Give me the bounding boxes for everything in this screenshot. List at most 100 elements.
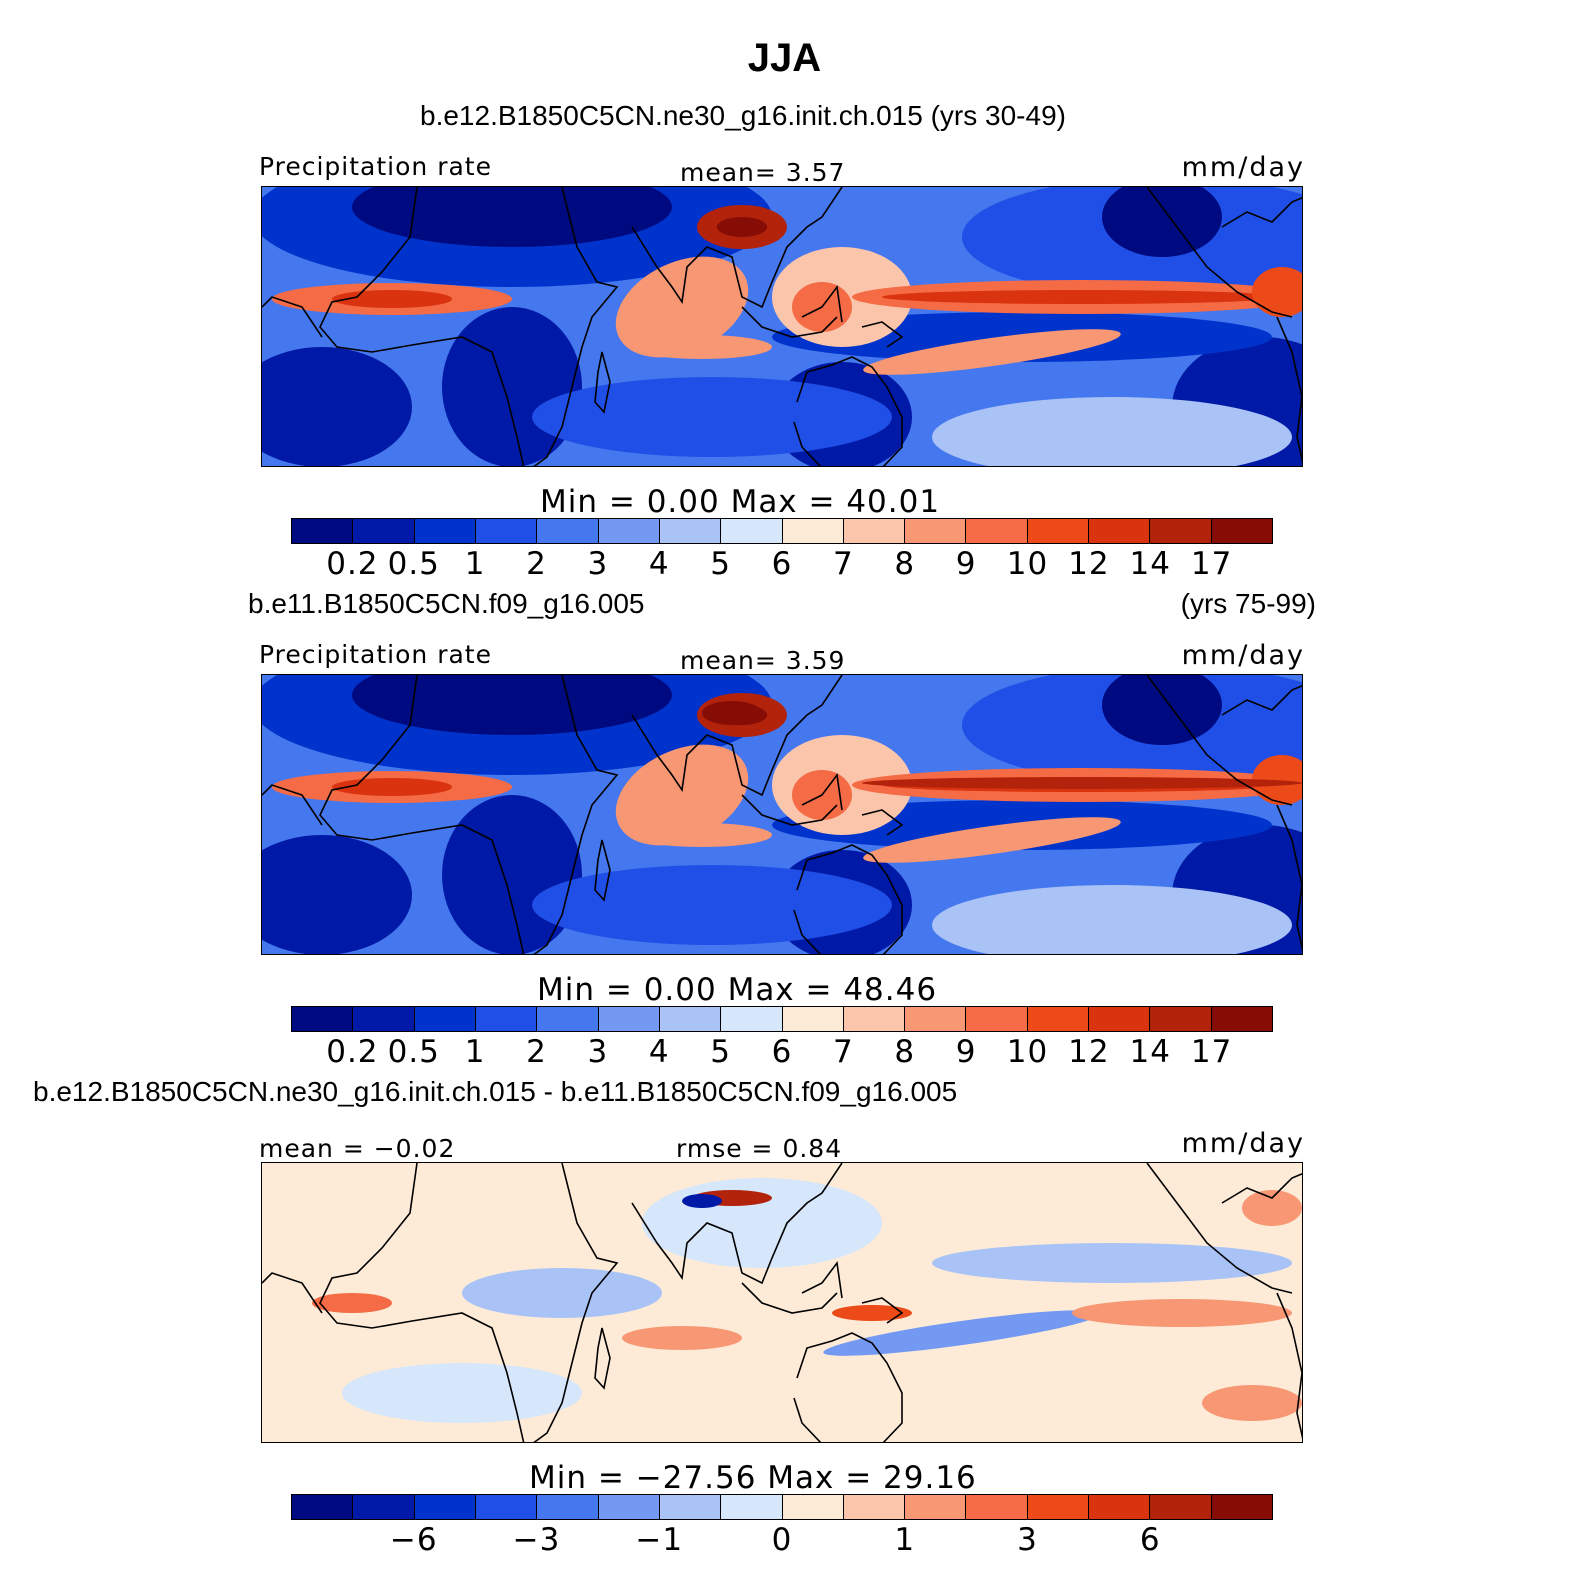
dry-east-pacific (1102, 187, 1222, 257)
panel-2-map (261, 674, 1303, 955)
coastline-africa-east (533, 187, 619, 466)
colorbar-tick-label: 9 (955, 546, 977, 582)
itcz-east-pacific (1252, 755, 1302, 805)
coastline-newguinea (861, 809, 904, 836)
dry-east-pacific (1102, 675, 1222, 745)
colorbar-tick-label: 1 (464, 1034, 486, 1070)
colorbar-swatch (353, 1495, 415, 1519)
colorbar-swatch (782, 519, 844, 543)
coastline-indonesia (741, 306, 838, 338)
coastline-asia (631, 187, 843, 309)
panel-2-mean-label: mean= 3.59 (680, 646, 846, 675)
colorbar-swatch (782, 1495, 844, 1519)
colorbar-swatch (1089, 1495, 1151, 1519)
diff-atlantic-pos (312, 1293, 392, 1313)
coastline-africa-east (533, 675, 619, 954)
panel-1-colorbar (291, 518, 1273, 544)
colorbar-swatch (414, 519, 476, 543)
colorbar-swatch (721, 519, 783, 543)
panel-2-units: mm/day (1181, 640, 1305, 671)
moist-south-indian (532, 377, 892, 457)
colorbar-tick-label: 0.5 (387, 1034, 440, 1070)
coastline-australia (793, 844, 903, 954)
colorbar-swatch (537, 1007, 599, 1031)
colorbar-tick-label: 4 (648, 546, 670, 582)
colorbar-tick-label: 5 (710, 1034, 731, 1070)
coastline-asia (631, 675, 843, 797)
colorbar-tick-label: 7 (833, 546, 854, 582)
panel-3-colorbar (291, 1494, 1273, 1520)
panel-2-case-title: b.e11.B1850C5CN.f09_g16.005 (248, 588, 645, 619)
colorbar-tick-label: 6 (771, 546, 793, 582)
colorbar-swatch (843, 1495, 906, 1519)
panel-1-variable-label: Precipitation rate (259, 152, 492, 181)
colorbar-swatch (1089, 519, 1151, 543)
colorbar-swatch (414, 1495, 476, 1519)
colorbar-swatch (414, 1007, 476, 1031)
panel-3-rmse-label: rmse = 0.84 (676, 1134, 843, 1163)
itcz-atlantic-core (332, 290, 452, 308)
colorbar-swatch (1150, 1495, 1212, 1519)
colorbar-tick-label: 10 (1006, 546, 1049, 582)
colorbar-swatch (721, 1007, 783, 1031)
coastline-indonesia (741, 794, 838, 826)
colorbar-tick-label: 5 (710, 546, 731, 582)
coastline-americas (1146, 1163, 1293, 1294)
coastline-asia (631, 1163, 843, 1285)
itcz-pacific-core (882, 290, 1282, 304)
panel-2-variable-label: Precipitation rate (259, 640, 492, 669)
coastline-australia (793, 356, 903, 466)
colorbar-swatch (905, 519, 967, 543)
colorbar-tick-label: 6 (1139, 1522, 1161, 1558)
dry-sahara (352, 675, 672, 735)
colorbar-swatch (292, 1007, 354, 1031)
panel-1-map (261, 186, 1303, 467)
colorbar-tick-label: 3 (587, 1034, 609, 1070)
colorbar-tick-label: 0.2 (326, 546, 379, 582)
colorbar-swatch (659, 1495, 722, 1519)
panel-3-minmax: Min = −27.56 Max = 29.16 (529, 1460, 977, 1496)
diff-se-pacific-pos (1202, 1385, 1302, 1421)
colorbar-swatch (353, 519, 415, 543)
colorbar-swatch (598, 519, 660, 543)
colorbar-swatch (843, 1007, 906, 1031)
dry-southern-africa (442, 795, 582, 954)
colorbar-swatch (1089, 1007, 1151, 1031)
diff-pacific-pos (1072, 1299, 1292, 1327)
panel-2-years: (yrs 75-99) (1180, 588, 1316, 619)
colorbar-swatch (292, 519, 354, 543)
diff-himalaya-neg (682, 1194, 722, 1208)
colorbar-tick-label: 0.2 (326, 1034, 379, 1070)
monsoon-indian (615, 744, 749, 846)
spcz (863, 329, 1121, 375)
coastline-africa-east (533, 1163, 619, 1442)
band-south-indian (632, 823, 772, 847)
colorbar-swatch (598, 1007, 660, 1031)
colorbar-tick-label: 12 (1068, 546, 1110, 582)
colorbar-swatch (1211, 1007, 1272, 1031)
coastline-madagascar (594, 1327, 611, 1390)
panel-3-colorbar-ticks: −6 −3 −1 0 1 3 6 (291, 1522, 1273, 1558)
colorbar-swatch (1211, 1495, 1272, 1519)
moist-south-pacific (932, 397, 1292, 466)
colorbar-swatch (782, 1007, 844, 1031)
dry-south-atlantic (262, 347, 412, 466)
colorbar-tick-label: 17 (1190, 1034, 1233, 1070)
colorbar-swatch (966, 1007, 1028, 1031)
panel-1-units: mm/day (1181, 152, 1305, 183)
moist-south-pacific (932, 885, 1292, 954)
colorbar-tick-label: 1 (464, 546, 486, 582)
colorbar-swatch (659, 519, 722, 543)
colorbar-swatch (1150, 519, 1212, 543)
coastline-caribbean (1221, 196, 1302, 228)
colorbar-swatch (1211, 519, 1272, 543)
colorbar-tick-label: 7 (833, 1034, 854, 1070)
panel-3-mean-label: mean = −0.02 (259, 1134, 456, 1163)
coastline-indonesia (741, 1282, 838, 1314)
colorbar-swatch (475, 1007, 538, 1031)
colorbar-tick-label: 14 (1129, 546, 1171, 582)
colorbar-swatch (1150, 1007, 1212, 1031)
colorbar-tick-label: 0 (771, 1522, 793, 1558)
coastline-africa-west (319, 187, 525, 466)
panel-1-mean-label: mean= 3.57 (680, 158, 846, 187)
